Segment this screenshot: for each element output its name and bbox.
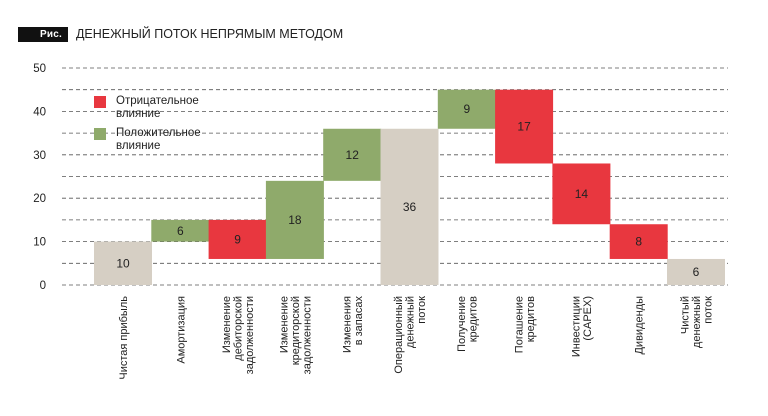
legend-swatch (94, 128, 106, 140)
bar (94, 241, 152, 285)
bar (667, 258, 725, 285)
bar (323, 128, 382, 181)
y-tick-label: 30 (33, 150, 46, 162)
bar (151, 219, 210, 242)
category-label: Дивиденды (634, 296, 646, 355)
bar (380, 128, 439, 285)
bar-value-label: 6 (693, 265, 700, 279)
bar-value-label: 9 (234, 232, 241, 246)
bar (265, 180, 324, 259)
category-label: Инвестиции(CAPEX) (571, 296, 595, 357)
category-label: Погашениекредитов (513, 296, 537, 353)
y-tick-label: 10 (33, 237, 46, 249)
y-tick-label: 40 (33, 106, 46, 118)
legend-label: Отрицательное влияние (116, 95, 199, 120)
chart-title: ДЕНЕЖНЫЙ ПОТОК НЕПРЯМЫМ МЕТОДОМ (75, 27, 344, 41)
category-label: Чистая прибыль (118, 296, 130, 380)
bar (552, 163, 611, 225)
category-label: Изменениекредиторскойзадолженности (278, 296, 313, 374)
category-label: Амортизация (175, 296, 187, 364)
bar (437, 89, 496, 129)
legend-swatch (94, 96, 106, 108)
figure-badge: Рис. (18, 26, 68, 42)
category-label: Чистыйденежныйпоток (680, 296, 715, 348)
category-label: Операционныйденежныйпоток (393, 296, 428, 374)
bar-value-label: 14 (575, 187, 589, 201)
legend-label: Положительное влияние (116, 127, 201, 152)
category-label: Измененияв запасах (341, 296, 365, 353)
bar (495, 89, 554, 164)
bar-value-label: 36 (403, 200, 417, 214)
category-label: Получениекредитов (456, 296, 480, 352)
bar-value-label: 12 (346, 148, 360, 162)
bar-value-label: 18 (288, 213, 302, 227)
figure-header: Рис. ДЕНЕЖНЫЙ ПОТОК НЕПРЯМЫМ МЕТОДОМ (18, 26, 343, 42)
y-tick-label: 50 (33, 63, 46, 75)
bar (609, 224, 668, 259)
bar-value-label: 17 (517, 120, 531, 134)
bar-value-label: 10 (116, 256, 130, 270)
bar-value-label: 6 (177, 224, 184, 238)
y-tick-label: 0 (40, 280, 46, 292)
category-label: Изменениедебиторскойзадолженности (221, 296, 256, 374)
bar (208, 219, 267, 259)
bar-value-label: 8 (635, 235, 642, 249)
y-tick-label: 20 (33, 193, 46, 205)
bar-value-label: 9 (463, 102, 470, 116)
